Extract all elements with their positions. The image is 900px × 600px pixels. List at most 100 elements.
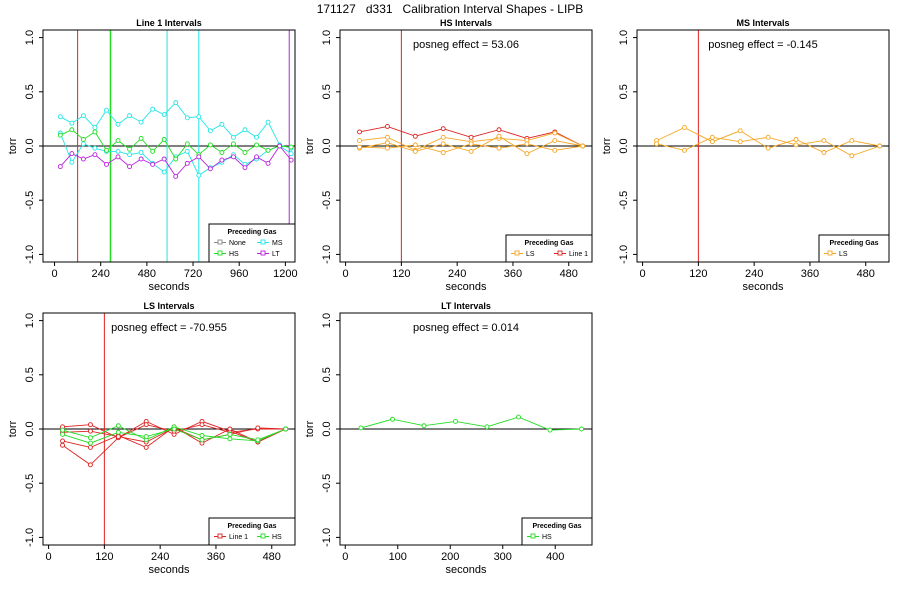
- chart-1-legend-box: [208, 223, 296, 263]
- chart-4-y-tick-label-3: 0.0: [24, 421, 36, 436]
- chart-1-series-2-point-6: [115, 148, 121, 154]
- chart-5-series-1-point-5: [484, 424, 490, 430]
- chart-1-title: Line 1 Intervals: [136, 18, 202, 28]
- chart-3-legend-title: Preceding Gas: [829, 240, 878, 247]
- chart-1-series-4-point-19: [265, 160, 271, 166]
- chart-4-legend-marker-1: [217, 533, 223, 539]
- chart-5-annotation: posneg effect = 0.014: [413, 322, 519, 334]
- chart-1-series-4-point-3: [80, 156, 86, 162]
- chart-4-legend-title: Preceding Gas: [227, 523, 276, 530]
- chart-4-y-tick-label-5: 1.0: [24, 313, 36, 328]
- chart-3-x-tick-label-4: 360: [801, 268, 819, 280]
- chart-panel-1: Line 1 Intervals 0 240 480 720 960 1200 -1.0 -0.…: [7, 18, 298, 293]
- chart-1-x-tick-label-6: 1200: [273, 268, 297, 280]
- chart-2-series-4-point-3: [412, 142, 418, 148]
- chart-4-legend-box: [208, 517, 296, 546]
- chart-1-x-axis-label: seconds: [149, 281, 190, 293]
- chart-5-y-axis-label: torr: [304, 420, 316, 437]
- chart-4-x-tick-label-3: 240: [151, 551, 169, 563]
- chart-4-series-5-point-7: [227, 436, 233, 442]
- chart-3-x-tick-label-1: 0: [640, 268, 646, 280]
- chart-1-series-3-point-18: [254, 142, 259, 148]
- chart-1-series-1-point-6: [115, 121, 121, 127]
- chart-1-series-4-point-16: [230, 154, 236, 160]
- chart-2-legend-marker-1: [514, 250, 520, 256]
- chart-1-y-axis-label: torr: [7, 137, 19, 154]
- chart-2-series-1-point-4: [440, 126, 446, 132]
- chart-3-series-1-point-2: [681, 125, 687, 131]
- chart-1-series-1-point-13: [196, 114, 202, 120]
- chart-1-series-4-point-21: [288, 157, 294, 163]
- chart-1-y-tick-label-2: -0.5: [24, 191, 36, 210]
- chart-3-series-1-point-8: [849, 138, 855, 144]
- chart-1-series-4-point-8: [138, 156, 144, 162]
- chart-3-title: MS Intervals: [736, 18, 789, 28]
- chart-5-y-tick-label-2: -0.5: [321, 474, 333, 493]
- chart-4-x-tick-label-2: 120: [95, 551, 113, 563]
- chart-1-series-4-point-9: [150, 161, 156, 167]
- chart-1-series-2-point-2: [69, 159, 75, 165]
- chart-5-legend-marker-1: [530, 533, 536, 539]
- chart-1-series-1-point-15: [219, 121, 225, 127]
- chart-3-annotation: posneg effect = -0.145: [708, 39, 818, 51]
- chart-1-legend-title: Preceding Gas: [227, 229, 276, 236]
- chart-4-x-tick-label-1: 0: [46, 551, 52, 563]
- chart-5-y-tick-label-4: 0.5: [321, 367, 333, 382]
- chart-3-series-2-point-4: [737, 139, 743, 145]
- chart-5-x-axis-label: seconds: [446, 564, 487, 576]
- chart-1-x-tick-label-5: 960: [230, 268, 248, 280]
- chart-2-series-1-point-3: [412, 133, 418, 139]
- chart-1-legend-marker-4: [260, 250, 266, 256]
- chart-1-series-3-point-19: [265, 147, 271, 153]
- chart-4-series-6-point-9: [283, 426, 289, 432]
- chart-2-y-tick-label-4: 0.5: [321, 84, 333, 99]
- chart-3-x-tick-label-2: 120: [689, 268, 707, 280]
- chart-4-x-tick-label-5: 480: [263, 551, 281, 563]
- chart-4-y-axis-label: torr: [7, 420, 19, 437]
- chart-2-series-2-point-8: [552, 130, 558, 136]
- chart-4-series-6-point-1: [60, 431, 65, 437]
- chart-5-series-1-point-4: [453, 418, 458, 424]
- chart-1-legend-entry-2: MS: [272, 240, 283, 247]
- chart-1-series-3-point-12: [184, 141, 190, 147]
- chart-4-legend-entry-1: Line 1: [229, 534, 248, 541]
- chart-5-x-tick-label-5: 400: [546, 551, 564, 563]
- chart-2-series-4-point-6: [496, 145, 502, 151]
- chart-3-series-2-point-1: [654, 141, 659, 147]
- chart-1-series-2-point-12: [184, 148, 190, 154]
- chart-5-series-1-point-8: [579, 426, 584, 432]
- chart-4-series-6-point-5: [171, 426, 177, 432]
- chart-2-series-4-point-5: [468, 141, 474, 147]
- chart-2-y-axis-label: torr: [304, 137, 316, 154]
- chart-1-series-2-point-7: [127, 152, 133, 158]
- chart-2-series-3-point-6: [496, 133, 502, 139]
- chart-3-series-2-point-5: [765, 134, 771, 140]
- chart-1-series-1-point-12: [184, 115, 190, 121]
- chart-1-series-1-point-14: [207, 128, 213, 134]
- chart-1-series-1-point-1: [57, 114, 63, 120]
- chart-4-series-3-point-7: [227, 426, 233, 432]
- chart-2-series-3-point-7: [524, 151, 530, 157]
- chart-1-series-3-point-2: [69, 127, 75, 133]
- chart-1-y-tick-label-3: 0.0: [24, 138, 36, 153]
- chart-panel-3: MS Intervals 0 120 240 360 480 -1.0 -0.5 0.0 0.5 1…: [601, 18, 890, 293]
- chart-1-series-4-point-20: [277, 143, 283, 149]
- chart-2-y-tick-label-1: -1.0: [321, 245, 333, 264]
- chart-3-y-tick-label-4: 0.5: [618, 84, 630, 99]
- chart-1-series-2-point-3: [80, 141, 86, 147]
- chart-1-y-tick-label-4: 0.5: [24, 84, 36, 99]
- chart-5-x-tick-label-3: 200: [441, 551, 459, 563]
- chart-1-series-2-point-13: [196, 172, 202, 178]
- chart-5-legend-box: [521, 517, 593, 546]
- chart-2-legend-entry-2: Line 1: [569, 251, 588, 258]
- chart-1-x-tick-label-3: 480: [138, 268, 156, 280]
- chart-1-series-4-point-4: [92, 152, 98, 158]
- chart-3-series-2-point-9: [877, 143, 883, 149]
- figure-title: 171127 d331 Calibration Interval Shapes …: [316, 2, 584, 16]
- chart-4-series-6-point-4: [143, 434, 149, 440]
- chart-2-series-3-point-8: [552, 138, 558, 144]
- chart-4-series-6-point-6: [199, 437, 205, 443]
- chart-3-series-2-point-2: [681, 147, 687, 153]
- chart-5-x-tick-label-4: 300: [494, 551, 512, 563]
- chart-1-legend-marker-1: [217, 239, 223, 245]
